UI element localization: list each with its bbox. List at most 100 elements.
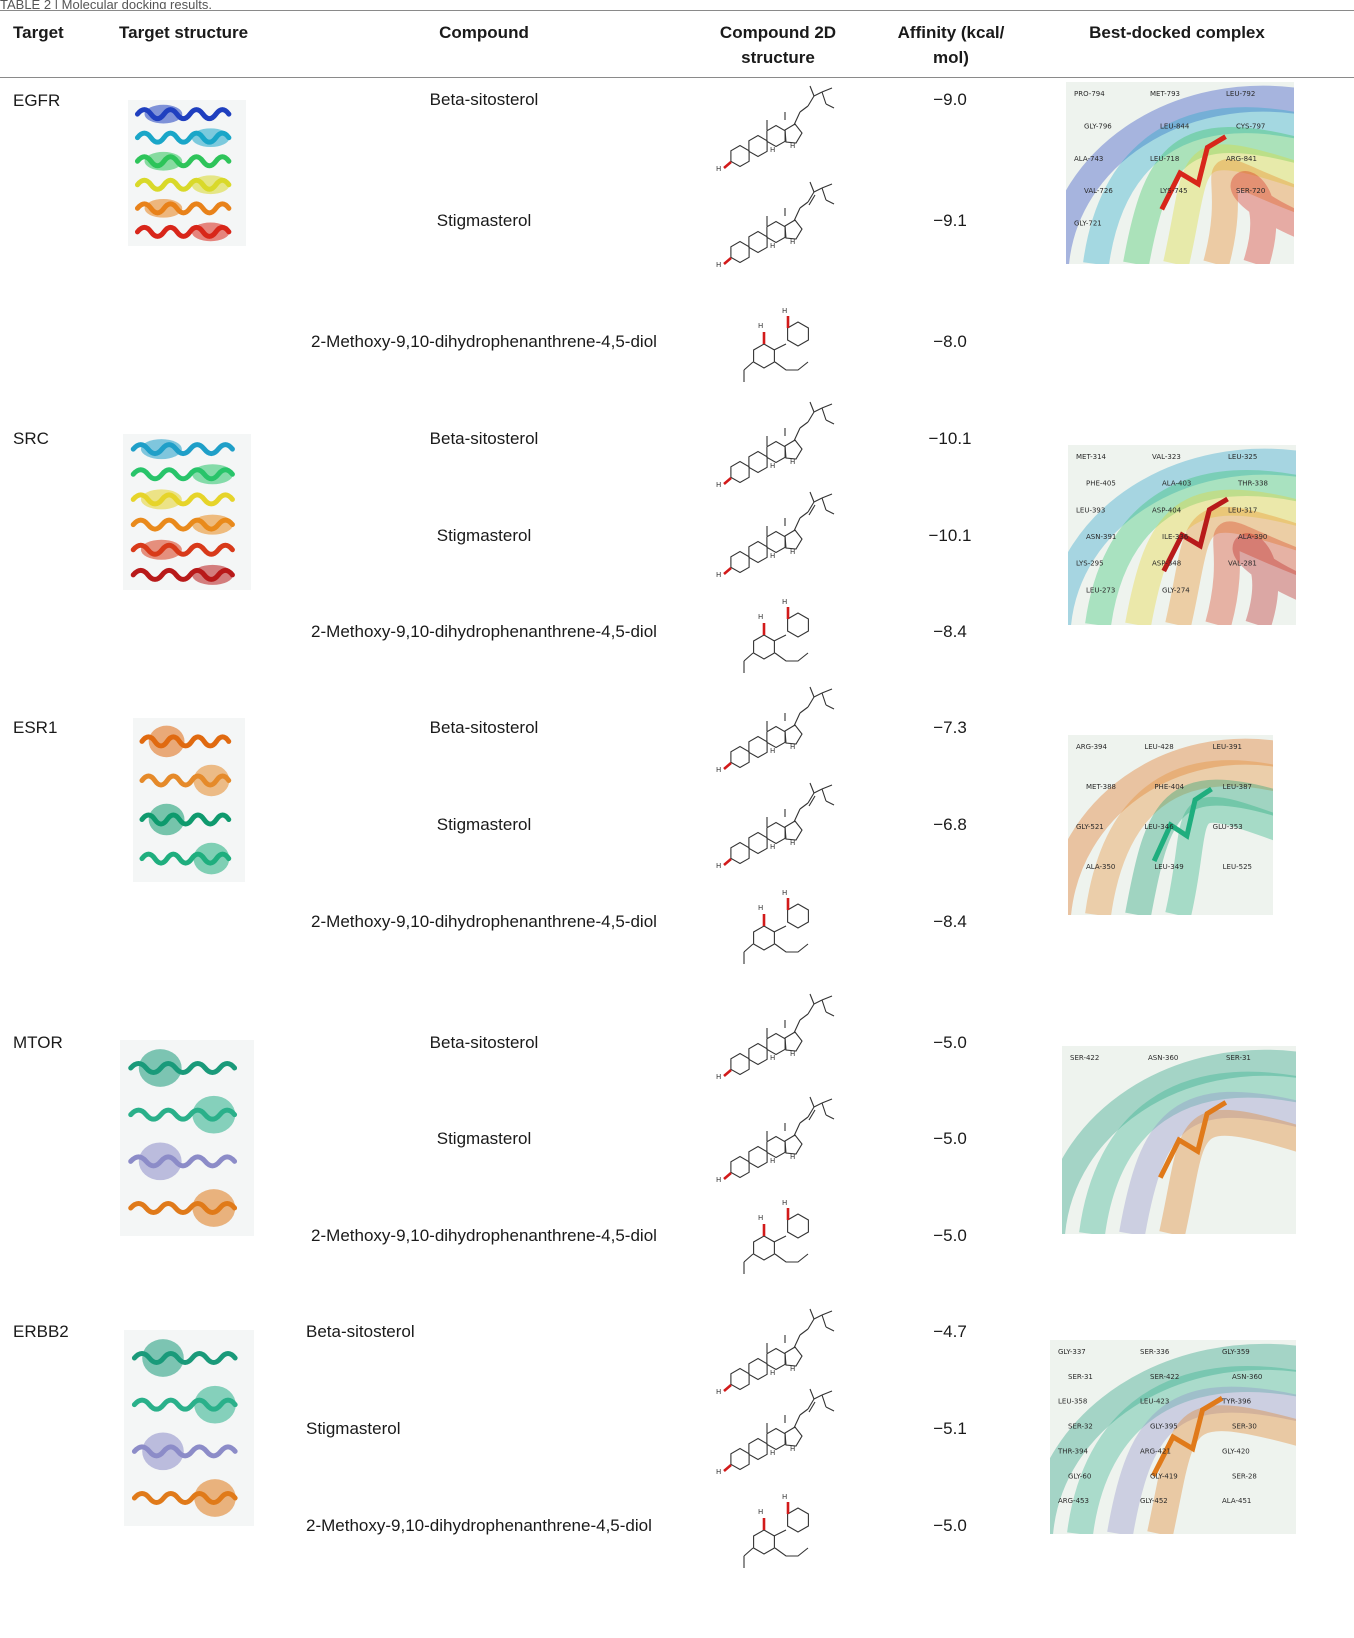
best-docked-complex-image: SER-422 ASN-360 SER-31	[1062, 1046, 1296, 1234]
compound-2d-structure: H H H	[716, 782, 835, 870]
svg-text:H: H	[770, 1449, 775, 1457]
compound-name: Beta-sitosterol	[429, 429, 539, 448]
affinity-value: −5.0	[933, 1033, 967, 1052]
affinity-value: −5.1	[933, 1419, 967, 1438]
svg-text:H: H	[716, 1073, 721, 1081]
residue-label: LYS-745	[1160, 187, 1188, 195]
svg-text:H: H	[716, 766, 721, 774]
affinity-value: −5.0	[933, 1129, 967, 1148]
best-docked-complex-image: ARG-394 LEU-428 LEU-391 MET-388 PHE-404 LEU-3…	[1068, 735, 1273, 915]
residue-label: SER-32	[1068, 1423, 1093, 1431]
residue-label: ASN-360	[1232, 1373, 1262, 1381]
compound-name: 2-Methoxy-9,10-dihydrophenanthrene-4,5-d…	[311, 1226, 657, 1245]
compound-name: Stigmasterol	[436, 1129, 532, 1148]
residue-label: SER-30	[1232, 1423, 1257, 1431]
svg-text:H: H	[790, 142, 795, 150]
compound-name: Beta-sitosterol	[429, 1033, 539, 1052]
residue-label: ALA-451	[1222, 1497, 1251, 1505]
residue-label: SER-28	[1232, 1472, 1257, 1480]
residue-label: ARG-421	[1140, 1447, 1171, 1455]
residue-label: CYS-797	[1236, 122, 1265, 130]
best-docked-complex-image: GLY-337 SER-336 GLY-359 SER-31 SER-422 ASN-36…	[1050, 1340, 1296, 1534]
residue-label: LEU-792	[1226, 90, 1255, 98]
residue-label: GLY-395	[1150, 1423, 1178, 1431]
residue-label: PHE-404	[1154, 783, 1184, 791]
residue-label: GLY-452	[1140, 1497, 1168, 1505]
affinity-value: −8.4	[933, 622, 967, 641]
compound-2d-structure: H H H	[716, 993, 835, 1081]
header-complex: Best-docked complex	[1089, 23, 1265, 42]
residue-label: LEU-273	[1086, 586, 1115, 594]
svg-text:H: H	[770, 552, 775, 560]
affinity-value: −9.1	[933, 211, 967, 230]
svg-text:H: H	[790, 458, 795, 466]
svg-text:H: H	[790, 1445, 795, 1453]
residue-label: PHE-405	[1086, 480, 1116, 488]
compound-2d-structure: H H H	[716, 491, 835, 579]
svg-text:H: H	[716, 261, 721, 269]
svg-text:H: H	[716, 165, 721, 173]
residue-label: ARG-453	[1058, 1497, 1089, 1505]
compound-2d-structure: H H H	[716, 1096, 835, 1184]
best-docked-complex-image: MET-314 VAL-323 LEU-325 PHE-405 ALA-403 THR-3…	[1068, 445, 1296, 625]
residue-label: LEU-393	[1076, 506, 1105, 514]
target-structure-image	[124, 1330, 254, 1526]
svg-text:H: H	[770, 462, 775, 470]
header-target-structure: Target structure	[119, 23, 249, 42]
residue-label: SER-422	[1150, 1373, 1179, 1381]
compound-name: 2-Methoxy-9,10-dihydrophenanthrene-4,5-d…	[311, 912, 657, 931]
svg-text:H: H	[790, 1050, 795, 1058]
residue-label: LEU-525	[1223, 863, 1252, 871]
residue-label: ALA-403	[1162, 480, 1191, 488]
svg-text:H: H	[758, 1214, 763, 1222]
residue-label: ASP-404	[1152, 506, 1182, 514]
compound-name: 2-Methoxy-9,10-dihydrophenanthrene-4,5-d…	[311, 622, 657, 641]
compound-name: Stigmasterol	[436, 526, 532, 545]
residue-label: GLY-796	[1084, 122, 1112, 130]
target-label: MTOR	[13, 1033, 63, 1052]
residue-label: ARG-841	[1226, 155, 1257, 163]
svg-text:H: H	[782, 598, 787, 606]
residue-label: SER-720	[1236, 187, 1265, 195]
svg-text:H: H	[782, 307, 787, 315]
residue-label: GLY-337	[1058, 1348, 1086, 1356]
residue-label: ALA-390	[1238, 533, 1267, 541]
svg-text:H: H	[782, 889, 787, 897]
residue-label: LEU-718	[1150, 155, 1179, 163]
svg-text:H: H	[758, 1508, 763, 1516]
residue-label: VAL-281	[1228, 560, 1257, 568]
compound-2d-structure: HH	[743, 1199, 809, 1274]
residue-label: LEU-349	[1154, 863, 1183, 871]
compound-2d-structure: HH	[743, 1493, 809, 1568]
svg-text:H: H	[790, 1153, 795, 1161]
compound-name: Beta-sitosterol	[429, 718, 539, 737]
residue-label: MET-314	[1076, 453, 1107, 461]
residue-label: LEU-346	[1144, 823, 1174, 831]
compound-2d-structure: H H H	[716, 85, 835, 173]
residue-label: THR-338	[1237, 480, 1268, 488]
compound-name: Beta-sitosterol	[306, 1322, 415, 1341]
svg-text:H: H	[782, 1493, 787, 1501]
header-affinity-line1: Affinity (kcal/	[897, 23, 1005, 42]
compound-2d-structure: HH	[743, 307, 809, 382]
compound-name: 2-Methoxy-9,10-dihydrophenanthrene-4,5-d…	[306, 1516, 652, 1535]
affinity-value: −10.1	[928, 429, 972, 448]
svg-text:H: H	[716, 571, 721, 579]
svg-text:H: H	[770, 242, 775, 250]
residue-label: GLY-721	[1074, 220, 1102, 228]
svg-text:H: H	[758, 904, 763, 912]
svg-text:H: H	[758, 322, 763, 330]
header-structure-2d-line1: Compound 2D	[719, 23, 837, 42]
residue-label: THR-394	[1057, 1447, 1089, 1455]
header-structure-2d-line2: structure	[741, 48, 815, 67]
residue-label: GLY-420	[1222, 1447, 1250, 1455]
header-rule	[0, 77, 1354, 78]
compound-2d-structure: HH	[743, 598, 809, 673]
svg-text:H: H	[782, 1199, 787, 1207]
residue-label: SER-336	[1140, 1348, 1170, 1356]
top-rule	[0, 10, 1354, 11]
svg-text:H: H	[770, 747, 775, 755]
compound-name: Stigmasterol	[436, 815, 532, 834]
target-structure-image	[120, 1040, 254, 1236]
residue-label: LEU-358	[1058, 1398, 1087, 1406]
